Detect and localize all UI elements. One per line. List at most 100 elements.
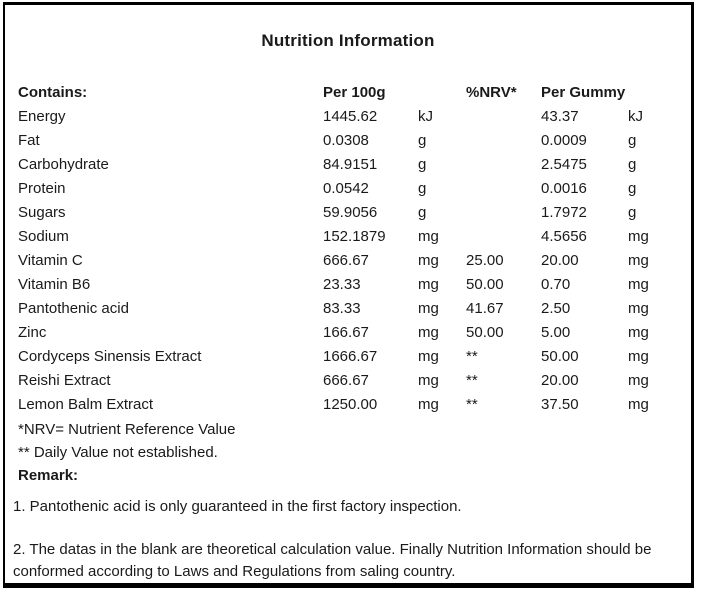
per-gummy-unit: mg <box>628 347 649 365</box>
per-100g-value: 0.0542 <box>323 179 369 197</box>
nutrient-name: Protein <box>18 179 66 197</box>
per-100g-value: 166.67 <box>323 323 369 341</box>
nutrient-name: Reishi Extract <box>18 371 111 389</box>
nrv-value: ** <box>466 395 478 413</box>
per-100g-value: 0.0308 <box>323 131 369 149</box>
per-100g-unit: mg <box>418 347 439 365</box>
per-100g-value: 1250.00 <box>323 395 378 413</box>
table-row: Pantothenic acid 83.33 mg 41.67 2.50 mg <box>18 296 690 320</box>
column-header-contains: Contains: <box>18 83 88 101</box>
table-row: Vitamin B6 23.33 mg 50.00 0.70 mg <box>18 272 690 296</box>
nrv-value <box>466 152 541 176</box>
table-row: Carbohydrate 84.9151 g 2.5475 g <box>18 152 690 176</box>
per-gummy-value: 0.70 <box>541 275 571 293</box>
page-title: Nutrition Information <box>261 31 435 50</box>
per-100g-value: 666.67 <box>323 371 369 389</box>
remark-item-2: 2. The datas in the blank are theoretica… <box>13 541 652 580</box>
per-gummy-value: 20.00 <box>541 371 579 389</box>
per-100g-value: 1445.62 <box>323 107 378 125</box>
per-100g-value: 1666.67 <box>323 347 378 365</box>
nutrient-name: Sodium <box>18 227 69 245</box>
per-gummy-value: 43.37 <box>541 107 579 125</box>
per-100g-unit: kJ <box>418 107 433 125</box>
table-row: Sugars 59.9056 g 1.7972 g <box>18 200 690 224</box>
nrv-value: 50.00 <box>466 275 504 293</box>
per-gummy-unit: mg <box>628 299 649 317</box>
per-gummy-unit: g <box>628 179 637 197</box>
per-gummy-unit: g <box>628 155 637 173</box>
per-gummy-unit: mg <box>628 323 649 341</box>
per-gummy-value: 0.0016 <box>541 179 587 197</box>
per-100g-value: 666.67 <box>323 251 369 269</box>
remark-label: Remark: <box>18 467 79 484</box>
nrv-value: 25.00 <box>466 251 504 269</box>
per-gummy-value: 0.0009 <box>541 131 587 149</box>
table-row: Sodium 152.1879 mg 4.5656 mg <box>18 224 690 248</box>
per-100g-value: 84.9151 <box>323 155 378 173</box>
table-header-row: Contains: Per 100g %NRV* Per Gummy <box>18 80 690 104</box>
per-gummy-value: 2.5475 <box>541 155 587 173</box>
per-gummy-value: 37.50 <box>541 395 579 413</box>
nutrient-name: Vitamin C <box>18 251 83 269</box>
per-100g-unit: g <box>418 155 427 173</box>
nutrient-name: Vitamin B6 <box>18 275 91 293</box>
per-100g-value: 83.33 <box>323 299 361 317</box>
nutrient-name: Fat <box>18 131 40 149</box>
nutrition-table: Contains: Per 100g %NRV* Per Gummy Energ… <box>18 80 690 416</box>
per-gummy-value: 50.00 <box>541 347 579 365</box>
column-header-nrv: %NRV* <box>466 83 517 101</box>
nutrition-label-frame: Nutrition Information Contains: Per 100g… <box>3 2 694 588</box>
footnote-daily-value: ** Daily Value not established. <box>18 444 218 461</box>
per-gummy-value: 2.50 <box>541 299 571 317</box>
per-100g-unit: g <box>418 203 427 221</box>
nutrient-name: Pantothenic acid <box>18 299 129 317</box>
nutrient-name: Carbohydrate <box>18 155 109 173</box>
per-gummy-unit: g <box>628 203 637 221</box>
table-row: Reishi Extract 666.67 mg ** 20.00 mg <box>18 368 690 392</box>
table-row: Lemon Balm Extract 1250.00 mg ** 37.50 m… <box>18 392 690 416</box>
nrv-value <box>466 128 541 152</box>
nutrient-name: Sugars <box>18 203 66 221</box>
nutrient-name: Energy <box>18 107 66 125</box>
nrv-value <box>466 200 541 224</box>
per-100g-value: 23.33 <box>323 275 361 293</box>
nutrient-name: Cordyceps Sinensis Extract <box>18 347 202 365</box>
per-gummy-value: 5.00 <box>541 323 571 341</box>
per-100g-unit: mg <box>418 323 439 341</box>
table-row: Fat 0.0308 g 0.0009 g <box>18 128 690 152</box>
nrv-value <box>466 224 541 248</box>
table-row: Cordyceps Sinensis Extract 1666.67 mg **… <box>18 344 690 368</box>
column-header-per-100g: Per 100g <box>323 83 386 101</box>
nrv-value <box>466 104 541 128</box>
per-gummy-unit: mg <box>628 251 649 269</box>
per-gummy-unit: g <box>628 131 637 149</box>
per-gummy-value: 1.7972 <box>541 203 587 221</box>
per-gummy-unit: kJ <box>628 107 644 125</box>
per-100g-unit: mg <box>418 395 439 413</box>
per-100g-value: 59.9056 <box>323 203 378 221</box>
table-row: Zinc 166.67 mg 50.00 5.00 mg <box>18 320 690 344</box>
nrv-value: 41.67 <box>466 299 504 317</box>
per-100g-unit: g <box>418 131 427 149</box>
nrv-value: 50.00 <box>466 323 504 341</box>
table-row: Protein 0.0542 g 0.0016 g <box>18 176 690 200</box>
per-100g-unit: mg <box>418 227 439 245</box>
column-header-per-gummy: Per Gummy <box>541 83 626 101</box>
per-100g-unit: mg <box>418 371 439 389</box>
per-gummy-unit: mg <box>628 395 649 413</box>
per-gummy-value: 4.5656 <box>541 227 587 245</box>
nutrient-name: Lemon Balm Extract <box>18 395 154 413</box>
per-100g-unit: mg <box>418 299 439 317</box>
per-100g-unit: mg <box>418 275 439 293</box>
per-gummy-unit: mg <box>628 275 649 293</box>
per-gummy-unit: mg <box>628 371 649 389</box>
per-gummy-unit: mg <box>628 227 649 245</box>
per-100g-value: 152.1879 <box>323 227 386 245</box>
table-row: Vitamin C 666.67 mg 25.00 20.00 mg <box>18 248 690 272</box>
nrv-value: ** <box>466 347 478 365</box>
nrv-value <box>466 176 541 200</box>
table-row: Energy 1445.62 kJ 43.37 kJ <box>18 104 690 128</box>
per-100g-unit: mg <box>418 251 439 269</box>
nrv-value: ** <box>466 371 478 389</box>
footnote-nrv-definition: *NRV= Nutrient Reference Value <box>18 421 236 438</box>
